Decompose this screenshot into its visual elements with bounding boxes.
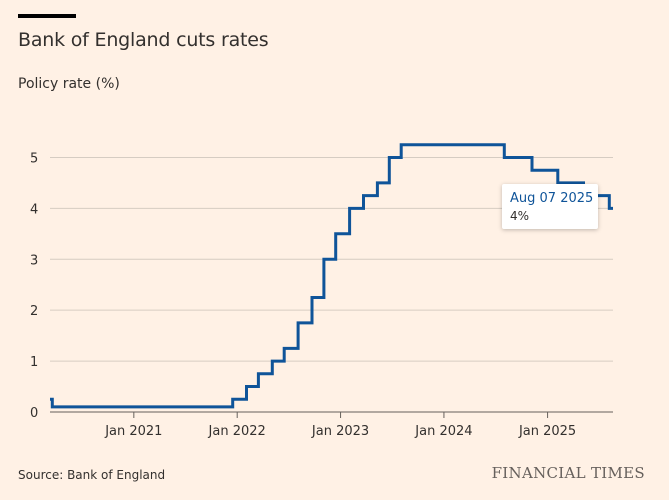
- x-tick-label-2025: Jan 2025: [518, 424, 576, 439]
- x-tick-label-2021: Jan 2021: [104, 424, 162, 439]
- y-tick-label-5: 5: [30, 151, 38, 166]
- tooltip-value: 4%: [510, 209, 530, 223]
- series-group: [50, 143, 613, 409]
- series-line-policy-rate[interactable]: [50, 143, 613, 409]
- y-tick-labels: 0 1 2 3 4 5: [30, 151, 38, 421]
- y-tick-label-3: 3: [30, 253, 38, 268]
- y-tick-label-1: 1: [30, 355, 38, 370]
- y-axis-label: Policy rate (%): [18, 76, 120, 92]
- tooltip-date: Aug 07 2025: [510, 191, 594, 206]
- y-tick-label-4: 4: [30, 202, 38, 217]
- chart-title: Bank of England cuts rates: [18, 29, 269, 51]
- y-tick-label-0: 0: [30, 406, 38, 421]
- header-rule: [18, 14, 76, 18]
- source-note: Source: Bank of England: [18, 468, 166, 482]
- hover-tooltip: Aug 07 2025 4%: [502, 184, 598, 229]
- x-tick-label-2024: Jan 2024: [414, 424, 472, 439]
- ft-logo: FINANCIAL TIMES: [491, 464, 645, 482]
- x-tick-labels: Jan 2021 Jan 2022 Jan 2023 Jan 2024 Jan 2025: [104, 412, 576, 439]
- y-tick-label-2: 2: [30, 304, 38, 319]
- x-tick-label-2022: Jan 2022: [208, 424, 266, 439]
- x-tick-label-2023: Jan 2023: [311, 424, 369, 439]
